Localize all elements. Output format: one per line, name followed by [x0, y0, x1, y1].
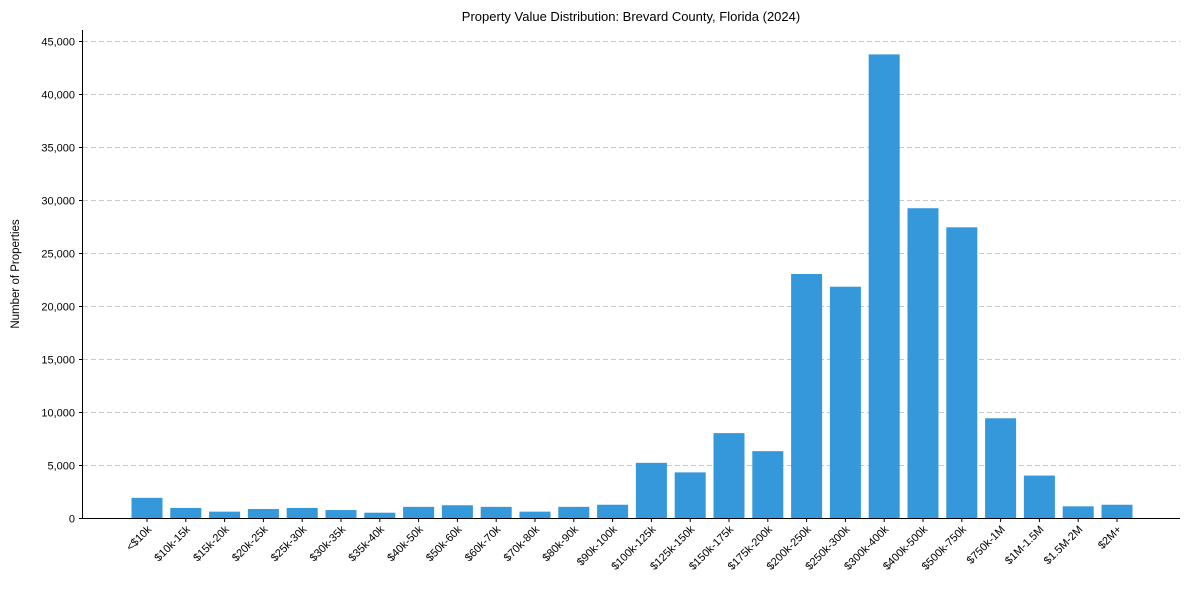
bar	[868, 54, 900, 519]
y-axis-label: Number of Properties	[10, 219, 22, 329]
bar	[635, 462, 667, 518]
bar	[480, 506, 512, 518]
bar	[1101, 504, 1133, 518]
bar	[829, 286, 861, 518]
y-tick-label: 15,000	[41, 355, 75, 367]
bar	[985, 418, 1017, 518]
bar	[519, 511, 551, 518]
bar	[403, 506, 435, 518]
bar	[286, 507, 318, 518]
axes	[82, 30, 1180, 519]
bar	[791, 274, 823, 518]
chart-title: Property Value Distribution: Brevard Cou…	[462, 9, 800, 24]
bar	[1062, 506, 1094, 518]
bar	[946, 227, 978, 519]
gridlines	[83, 41, 1180, 466]
bar	[209, 511, 241, 518]
bar	[713, 433, 745, 518]
y-tick-label: 45,000	[41, 37, 75, 49]
bar	[674, 472, 706, 518]
y-tick-label: 10,000	[41, 408, 75, 420]
y-tick-label: 35,000	[41, 143, 75, 155]
bar	[441, 505, 473, 518]
bar	[907, 208, 939, 519]
bars	[131, 54, 1133, 519]
y-tick-label: 20,000	[41, 302, 75, 314]
bar	[325, 510, 357, 518]
y-ticks: 0 5,000 10,000 15,000 20,000 25,000 30,000 35,0…	[41, 37, 83, 526]
y-tick-label: 5,000	[47, 461, 75, 473]
bar	[131, 497, 163, 518]
y-tick-label: 0	[69, 514, 75, 526]
bar	[752, 451, 784, 518]
bar	[597, 504, 629, 518]
bar	[247, 508, 279, 518]
bar	[558, 506, 590, 518]
y-tick-label: 40,000	[41, 90, 75, 102]
bar	[364, 512, 396, 518]
y-tick-label: 25,000	[41, 249, 75, 261]
bar	[170, 507, 202, 518]
bar	[1023, 475, 1055, 518]
y-tick-label: 30,000	[41, 196, 75, 208]
